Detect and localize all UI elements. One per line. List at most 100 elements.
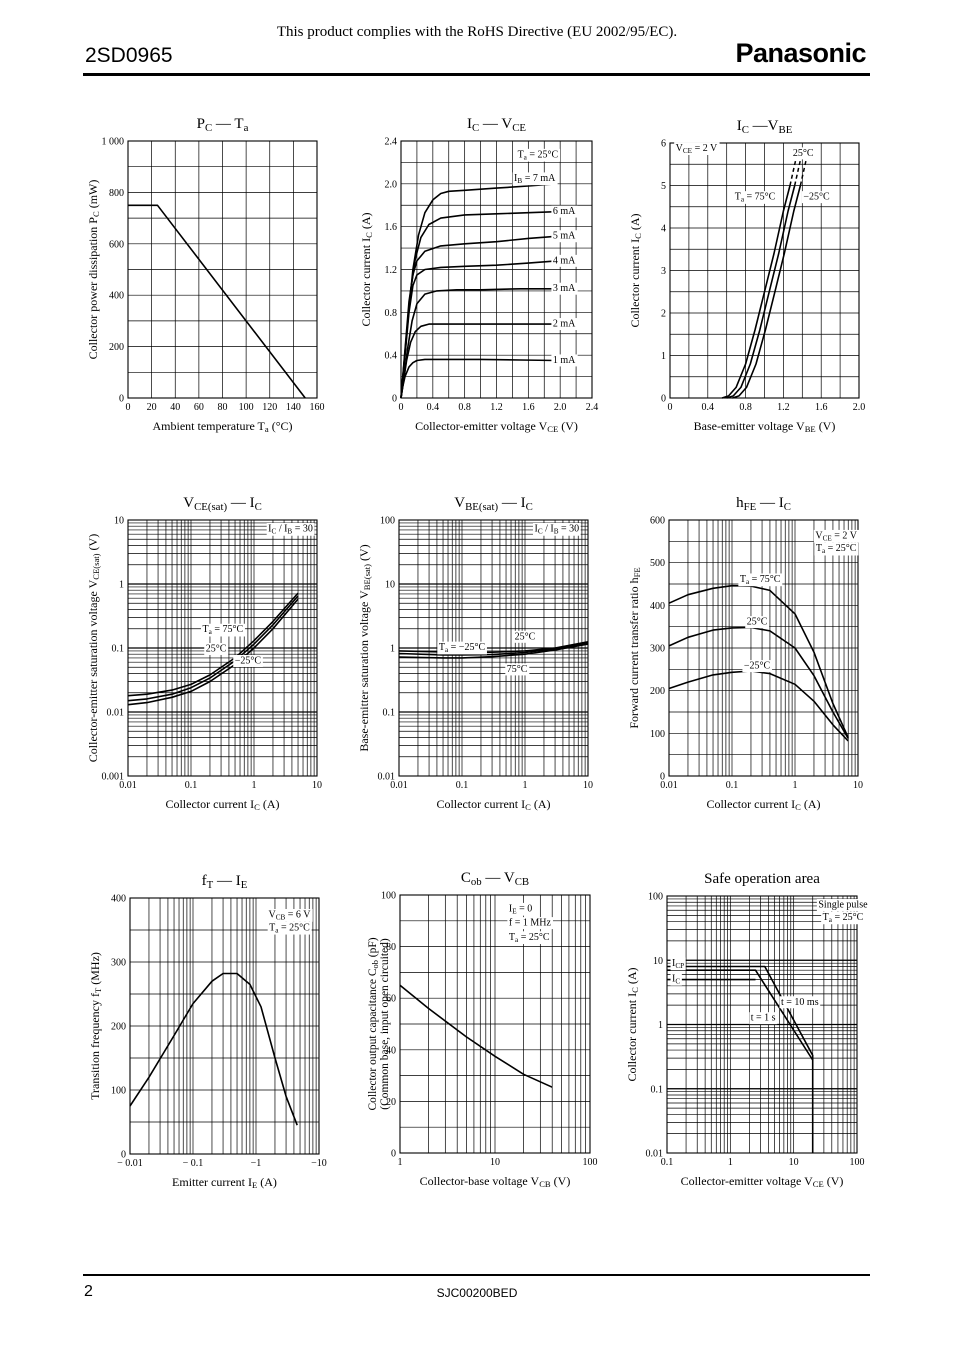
x-axis-label: Ambient temperature Ta (°C)	[152, 419, 292, 434]
x-axis-label: Collector current IC (A)	[165, 797, 279, 812]
x-tick-label: 100	[583, 1157, 598, 1168]
brand-logo: Panasonic	[735, 38, 866, 68]
annotation-bg	[437, 641, 487, 655]
x-tick-label: −10	[311, 1158, 327, 1169]
series-line	[667, 969, 814, 1061]
x-tick-label: 0.8	[458, 402, 471, 413]
series-line	[128, 204, 306, 399]
y-tick-label: 2.4	[385, 137, 398, 148]
x-tick-label: 60	[194, 402, 204, 413]
y-tick-label: 10	[653, 956, 663, 967]
y-tick-label: 0	[121, 1150, 126, 1161]
plot-frame	[127, 519, 318, 777]
series-line	[400, 287, 557, 399]
annotation-bg	[551, 254, 578, 267]
x-tick-label: 40	[170, 402, 180, 413]
y-tick-label: 0.001	[102, 772, 125, 783]
y-tick-label: 100	[381, 891, 396, 902]
series-line	[129, 972, 298, 1126]
chart-title: hFE — IC	[736, 495, 791, 513]
x-tick-label: 1	[728, 1157, 733, 1168]
series-line	[399, 984, 553, 1088]
x-axis-label: Base-emitter voltage VBE (V)	[694, 419, 836, 434]
annotation-bg	[742, 660, 773, 673]
plot-frame	[399, 894, 591, 1154]
y-tick-label: 1	[658, 1020, 663, 1031]
y-tick-label: 10	[114, 516, 124, 527]
x-tick-label: 140	[286, 402, 301, 413]
annotation-bg	[513, 630, 538, 643]
annotation-bg	[738, 573, 783, 587]
y-axis-label: Collector current IC (A)	[628, 213, 643, 327]
y-tick-label: 60	[386, 994, 396, 1005]
annotation-label: Ta = 75°C	[735, 192, 776, 204]
series-line	[789, 159, 797, 186]
annotation-bg	[733, 191, 778, 204]
y-tick-label: 20	[386, 1097, 396, 1108]
annotation-bg	[814, 542, 859, 556]
annotation-label: Ta = 25°C	[518, 149, 559, 161]
annotation-label: Single pulse	[818, 900, 868, 911]
y-tick-label: 800	[109, 188, 124, 199]
x-tick-label: 10	[490, 1157, 500, 1168]
annotation-bg	[674, 142, 720, 155]
x-tick-label: 0.01	[119, 780, 137, 791]
annotation-bg	[507, 931, 552, 945]
series-line	[127, 592, 299, 697]
y-axis-label: Base-emitter saturation voltage VBE(sat)…	[357, 544, 372, 751]
x-tick-label: 0.4	[702, 402, 715, 413]
y-tick-label: 10	[385, 580, 395, 591]
x-tick-label: − 0.01	[117, 1158, 143, 1169]
y-tick-label: 400	[109, 291, 124, 302]
annotation-bg	[821, 911, 866, 925]
series-line	[398, 642, 589, 656]
annotation-bg	[507, 902, 534, 916]
y-tick-label: 1.6	[385, 222, 398, 233]
y-tick-label: 0.1	[112, 644, 125, 655]
y-tick-label: 5	[661, 181, 666, 192]
annotation-label: Ta = 25°C	[823, 912, 864, 924]
annotation-label: 2 mA	[553, 319, 576, 330]
y-tick-label: 1	[390, 644, 395, 655]
x-tick-label: 100	[850, 1157, 865, 1168]
y-tick-label: 2.0	[385, 179, 398, 190]
y-tick-label: 200	[109, 342, 124, 353]
plot-frame	[127, 140, 318, 399]
x-tick-label: 10	[789, 1157, 799, 1168]
chart-title: PC — Ta	[197, 116, 249, 134]
annotation-label: ICP	[672, 958, 684, 970]
annotation-bg	[801, 191, 832, 204]
y-tick-label: 0.01	[378, 772, 396, 783]
annotation-label: −25°C	[803, 192, 830, 203]
series-line	[721, 185, 791, 399]
x-tick-label: 0.1	[726, 780, 739, 791]
series-line	[726, 185, 796, 399]
annotation-label: 75°C	[507, 664, 528, 675]
x-axis-label: Collector-emitter voltage VCE (V)	[415, 419, 578, 434]
annotation-label: IC	[672, 973, 680, 985]
annotation-label: Ta = 25°C	[816, 543, 857, 555]
x-axis-label: Collector current IC (A)	[436, 797, 550, 812]
annotation-bg	[204, 643, 229, 655]
annotation-label: t = 1 s	[751, 1013, 776, 1024]
annotation-label: IC / IB = 30	[534, 523, 579, 535]
y-tick-label: 0.4	[385, 351, 398, 362]
y-tick-label: 6	[661, 139, 666, 150]
y-tick-label: 200	[111, 1022, 126, 1033]
x-tick-label: 10	[583, 780, 593, 791]
y-tick-label: 0.1	[651, 1084, 664, 1095]
page-number: 2	[84, 1283, 93, 1300]
annotation-label: −25°C	[744, 661, 771, 672]
annotation-bg	[505, 663, 530, 676]
plot-frame	[669, 142, 860, 399]
y-axis-label: Collector output capacitance Cob (pF)	[367, 937, 380, 1110]
annotation-bg	[512, 172, 558, 186]
x-tick-label: 0.1	[661, 1157, 674, 1168]
x-tick-label: 0.01	[660, 780, 678, 791]
series-line	[668, 626, 849, 739]
x-tick-label: 1.2	[490, 402, 503, 413]
